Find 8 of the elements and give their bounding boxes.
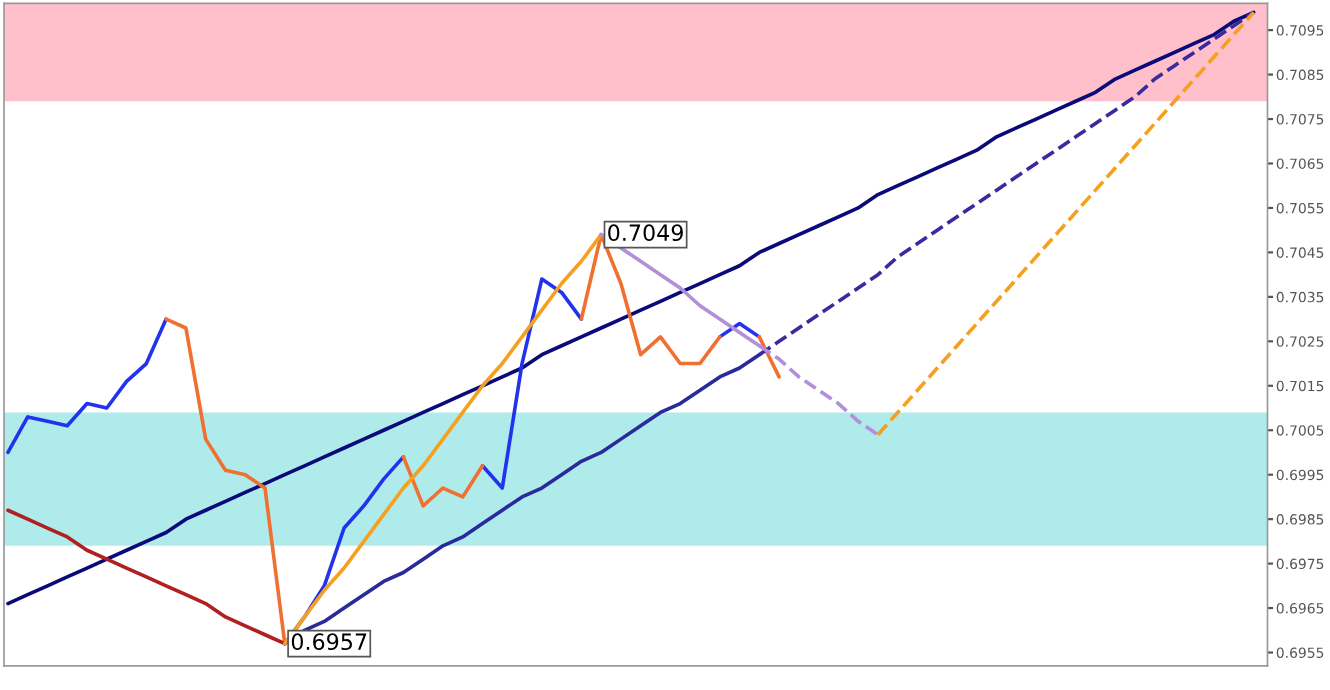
line-series bbox=[282, 232, 603, 646]
line-series bbox=[6, 10, 1256, 606]
line-series bbox=[757, 10, 1256, 357]
annotation: 0.7049 bbox=[608, 224, 683, 242]
line-series bbox=[876, 10, 1256, 437]
annotation: 0.6957 bbox=[291, 633, 367, 651]
line-series bbox=[282, 352, 762, 646]
line-series bbox=[6, 508, 287, 646]
